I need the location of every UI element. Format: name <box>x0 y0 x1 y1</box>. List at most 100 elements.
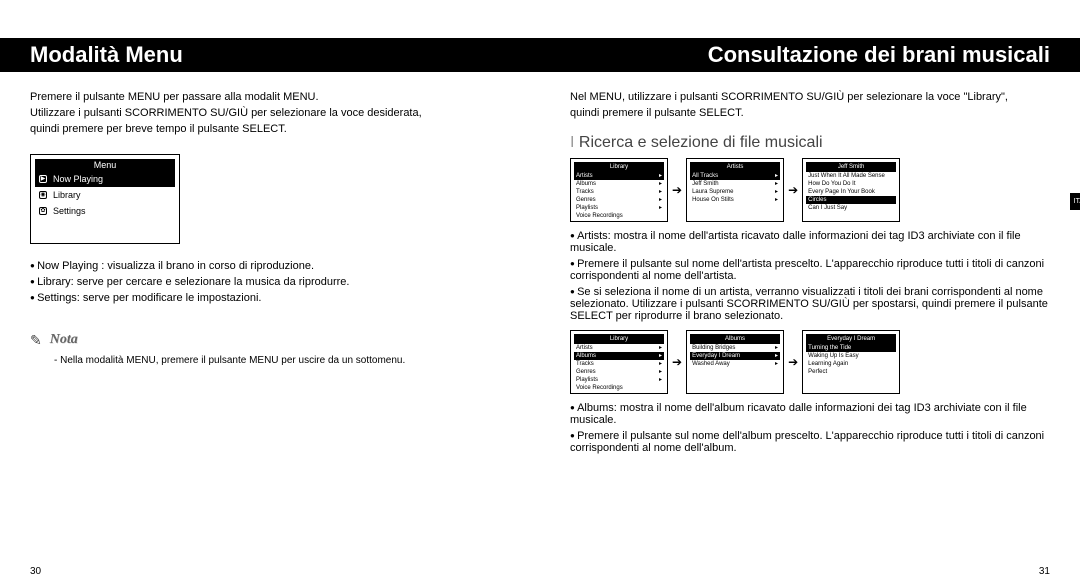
heading-bar-icon: I <box>570 134 579 151</box>
bullets-left: Now Playing : visualizza il brano in cor… <box>30 260 510 304</box>
header-bar-left: Modalità Menu <box>0 38 540 72</box>
list-item: Artists▸ <box>574 172 664 180</box>
gear-icon: ✿ <box>39 207 47 215</box>
page-title-right: Consultazione dei brani musicali <box>708 42 1050 68</box>
list-item: Learning Again <box>806 360 896 368</box>
list-item: House On Stilts▸ <box>690 196 780 204</box>
device-library: Library Artists▸ Albums▸ Tracks▸ Genres▸… <box>570 158 668 222</box>
device-row-settings: ✿ Settings <box>35 203 175 219</box>
chevron-right-icon: ▸ <box>775 360 778 367</box>
list-item: Tracks▸ <box>574 188 664 196</box>
arrow-right-icon: ➔ <box>672 355 682 369</box>
disc-icon: ◉ <box>39 191 47 199</box>
intro-line: Nel MENU, utilizzare i pulsanti SCORRIME… <box>570 91 1008 103</box>
list-item: Everyday I Dream▸ <box>690 352 780 360</box>
list-item: All Tracks▸ <box>690 172 780 180</box>
device-library: Library Artists▸ Albums▸ Tracks▸ Genres▸… <box>570 330 668 394</box>
intro-line: Utilizzare i pulsanti SCORRIMENTO SU/GIÙ… <box>30 107 422 119</box>
device-flow-albums: Library Artists▸ Albums▸ Tracks▸ Genres▸… <box>570 330 1050 394</box>
device-row-label: Settings <box>53 206 86 216</box>
bullet-item: Settings: serve per modificare le impost… <box>30 292 510 304</box>
list-item: Playlists▸ <box>574 204 664 212</box>
chevron-right-icon: ▸ <box>659 352 662 359</box>
intro-line: quindi premere per breve tempo il pulsan… <box>30 123 287 135</box>
list-item: Voice Recordings <box>574 384 664 392</box>
intro-left: Premere il pulsante MENU per passare all… <box>30 90 510 138</box>
list-item: Playlists▸ <box>574 376 664 384</box>
arrow-right-icon: ➔ <box>672 183 682 197</box>
bullet-item: Albums: mostra il nome dell'album ricava… <box>570 402 1050 426</box>
page-title-left: Modalità Menu <box>30 42 183 68</box>
device-row-label: Library <box>53 190 81 200</box>
list-item: Building Bridges▸ <box>690 344 780 352</box>
chevron-right-icon: ▸ <box>659 196 662 203</box>
bullet-item: Se si seleziona il nome di un artista, v… <box>570 286 1050 322</box>
note-text: - Nella modalità MENU, premere il pulsan… <box>30 355 510 366</box>
list-item: Every Page In Your Book <box>806 188 896 196</box>
list-item: Just When It All Made Sense <box>806 172 896 180</box>
list-item: Tracks▸ <box>574 360 664 368</box>
bullet-item: Premere il pulsante sul nome dell'album … <box>570 430 1050 454</box>
list-item: Voice Recordings <box>574 212 664 220</box>
list-item: Genres▸ <box>574 368 664 376</box>
list-item: Turning the Tide <box>806 344 896 352</box>
language-tab: ITA <box>1070 193 1080 210</box>
chevron-right-icon: ▸ <box>775 172 778 179</box>
page-right: Consultazione dei brani musicali Nel MEN… <box>540 38 1080 587</box>
device-title: Everyday I Dream <box>806 334 896 344</box>
play-icon: ▶ <box>39 175 47 183</box>
intro-line: quindi premere il pulsante SELECT. <box>570 107 744 119</box>
list-item: Perfect <box>806 368 896 376</box>
pencil-icon: ✎ <box>30 332 42 349</box>
list-item: Albums▸ <box>574 352 664 360</box>
device-title: Albums <box>690 334 780 344</box>
bullet-item: Library: serve per cercare e selezionare… <box>30 276 510 288</box>
list-item: Artists▸ <box>574 344 664 352</box>
bullets-artists: Artists: mostra il nome dell'artista ric… <box>570 230 1050 322</box>
page-number-right: 31 <box>1039 566 1050 577</box>
list-item: Jeff Smith▸ <box>690 180 780 188</box>
device-row-library: ◉ Library <box>35 187 175 203</box>
arrow-right-icon: ➔ <box>788 355 798 369</box>
list-item: Laura Supreme▸ <box>690 188 780 196</box>
device-albums: Albums Building Bridges▸ Everyday I Drea… <box>686 330 784 394</box>
list-item: Albums▸ <box>574 180 664 188</box>
arrow-right-icon: ➔ <box>788 183 798 197</box>
device-title: Menu <box>35 159 175 171</box>
chevron-right-icon: ▸ <box>775 180 778 187</box>
list-item: Washed Away▸ <box>690 360 780 368</box>
page-left: Modalità Menu Premere il pulsante MENU p… <box>0 38 540 587</box>
chevron-right-icon: ▸ <box>659 360 662 367</box>
chevron-right-icon: ▸ <box>659 344 662 351</box>
device-row-label: Now Playing <box>53 174 103 184</box>
device-title: Jeff Smith <box>806 162 896 172</box>
note-label: Nota <box>50 332 78 348</box>
device-title: Library <box>574 162 664 172</box>
device-title: Library <box>574 334 664 344</box>
device-title: Artists <box>690 162 780 172</box>
bullets-albums: Albums: mostra il nome dell'album ricava… <box>570 402 1050 454</box>
section-heading: I Ricerca e selezione di file musicali <box>570 134 1050 152</box>
list-item: How Do You Do It <box>806 180 896 188</box>
device-flow-artists: Library Artists▸ Albums▸ Tracks▸ Genres▸… <box>570 158 1050 222</box>
chevron-right-icon: ▸ <box>659 368 662 375</box>
chevron-right-icon: ▸ <box>659 204 662 211</box>
header-bar-right: Consultazione dei brani musicali <box>540 38 1080 72</box>
note-block: ✎ Nota <box>30 332 510 349</box>
chevron-right-icon: ▸ <box>659 180 662 187</box>
list-item: Waking Up Is Easy <box>806 352 896 360</box>
section-heading-text: Ricerca e selezione di file musicali <box>579 134 823 151</box>
chevron-right-icon: ▸ <box>775 188 778 195</box>
device-artists: Artists All Tracks▸ Jeff Smith▸ Laura Su… <box>686 158 784 222</box>
list-item: Genres▸ <box>574 196 664 204</box>
intro-line: Premere il pulsante MENU per passare all… <box>30 91 319 103</box>
chevron-right-icon: ▸ <box>775 352 778 359</box>
chevron-right-icon: ▸ <box>659 188 662 195</box>
list-item: Circles <box>806 196 896 204</box>
device-album-tracks: Everyday I Dream Turning the Tide Waking… <box>802 330 900 394</box>
device-row-now-playing: ▶ Now Playing <box>35 171 175 187</box>
device-artist-tracks: Jeff Smith Just When It All Made Sense H… <box>802 158 900 222</box>
page-number-left: 30 <box>30 566 41 577</box>
list-item: Can I Just Say <box>806 204 896 212</box>
bullet-item: Now Playing : visualizza il brano in cor… <box>30 260 510 272</box>
